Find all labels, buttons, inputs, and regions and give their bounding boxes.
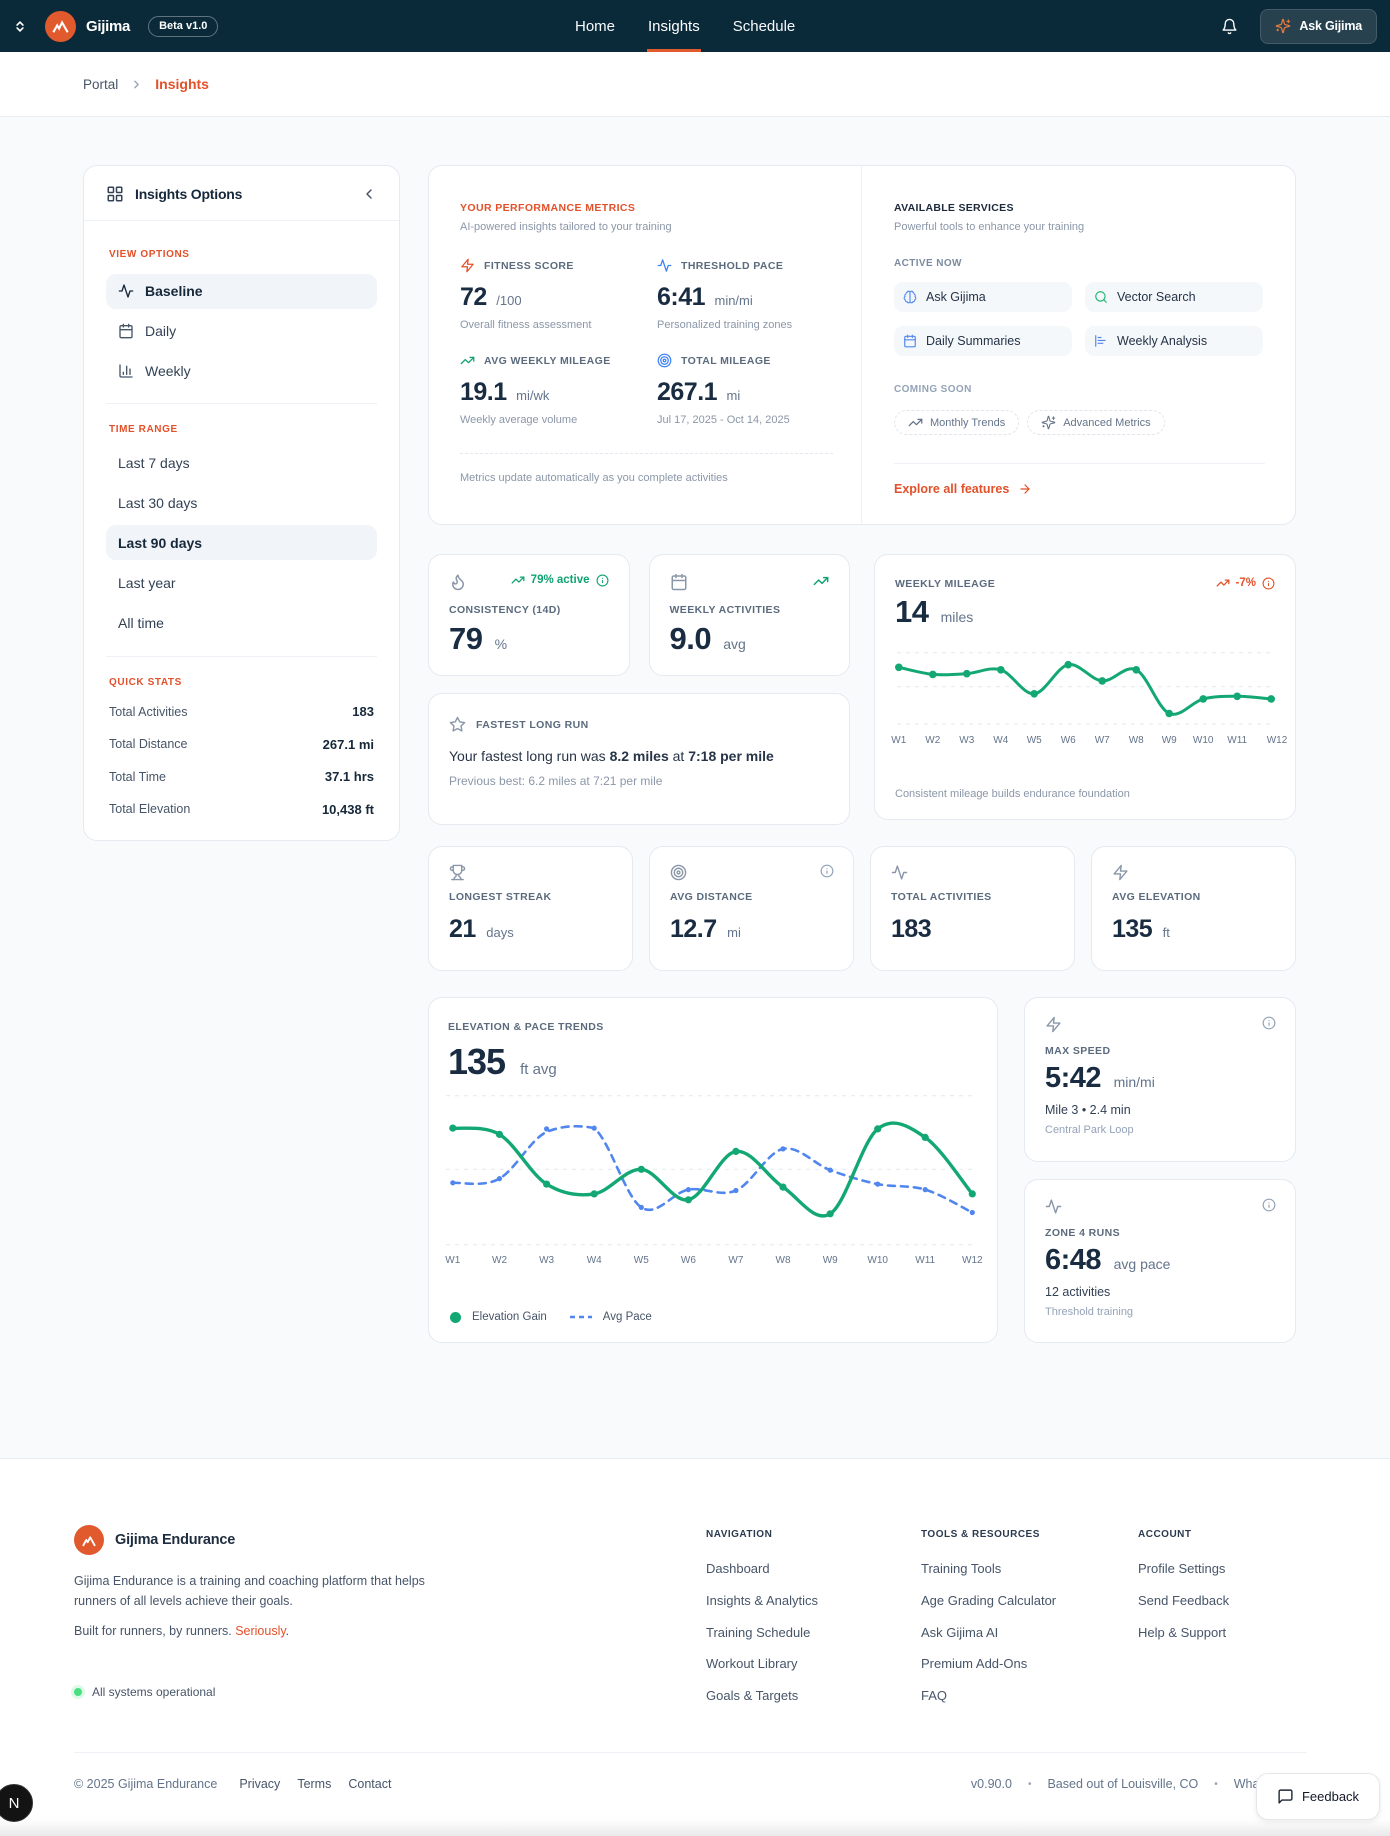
svg-text:W7: W7 bbox=[1095, 735, 1110, 746]
svg-text:W5: W5 bbox=[634, 1255, 649, 1266]
svg-text:W10: W10 bbox=[867, 1255, 888, 1266]
svg-text:W9: W9 bbox=[1162, 735, 1177, 746]
svg-text:W10: W10 bbox=[1193, 735, 1214, 746]
svg-text:W8: W8 bbox=[776, 1255, 791, 1266]
svg-text:W4: W4 bbox=[587, 1255, 602, 1266]
svg-text:W4: W4 bbox=[993, 735, 1008, 746]
svg-text:W2: W2 bbox=[492, 1255, 507, 1266]
svg-text:W1: W1 bbox=[891, 735, 906, 746]
svg-text:W2: W2 bbox=[925, 735, 940, 746]
svg-text:W3: W3 bbox=[539, 1255, 554, 1266]
svg-text:W12: W12 bbox=[962, 1255, 983, 1266]
svg-text:W6: W6 bbox=[681, 1255, 696, 1266]
svg-text:W8: W8 bbox=[1129, 735, 1144, 746]
svg-text:W6: W6 bbox=[1061, 735, 1076, 746]
svg-text:W11: W11 bbox=[915, 1255, 935, 1266]
svg-text:W1: W1 bbox=[445, 1255, 460, 1266]
svg-text:W3: W3 bbox=[959, 735, 974, 746]
svg-text:W11: W11 bbox=[1227, 735, 1247, 746]
svg-text:W7: W7 bbox=[728, 1255, 743, 1266]
svg-text:W9: W9 bbox=[823, 1255, 838, 1266]
svg-text:W12: W12 bbox=[1267, 735, 1288, 746]
svg-text:W5: W5 bbox=[1027, 735, 1042, 746]
